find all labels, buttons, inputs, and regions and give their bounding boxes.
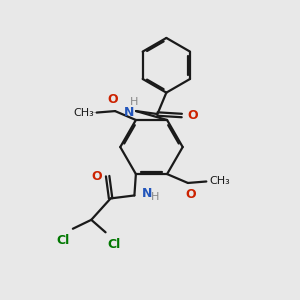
Text: O: O (92, 169, 102, 183)
Text: methoxy: methoxy (92, 112, 98, 113)
Text: CH₃: CH₃ (209, 176, 230, 187)
Text: Cl: Cl (56, 234, 69, 247)
Text: N: N (124, 106, 134, 119)
Text: O: O (185, 188, 196, 201)
Text: O: O (107, 93, 118, 106)
Text: O: O (187, 109, 198, 122)
Text: N: N (142, 188, 152, 200)
Text: H: H (151, 192, 159, 202)
Text: CH₃: CH₃ (73, 108, 94, 118)
Text: Cl: Cl (107, 238, 120, 251)
Text: H: H (130, 97, 139, 106)
